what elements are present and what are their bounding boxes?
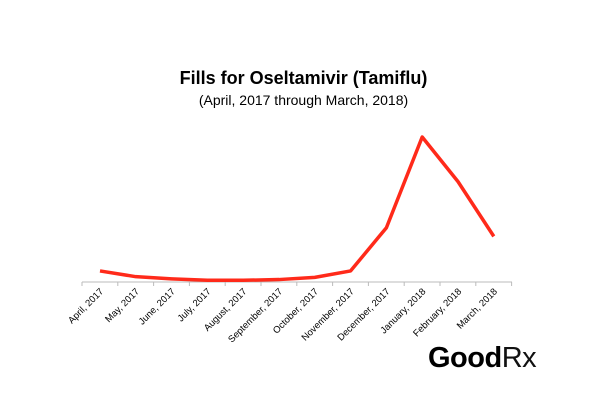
x-tick-label: April, 2017 — [66, 286, 106, 326]
logo-good: Good — [428, 342, 502, 374]
chart-title: Fills for Oseltamivir (Tamiflu) — [179, 68, 428, 88]
logo-rx: Rx — [501, 342, 537, 374]
x-tick-label: July, 2017 — [176, 286, 214, 324]
x-tick-label: June, 2017 — [137, 286, 178, 327]
series-line — [99, 135, 496, 283]
chart-subtitle: (April, 2017 through March, 2018) — [198, 92, 409, 108]
goodrx-logo: GoodRx — [428, 342, 537, 375]
